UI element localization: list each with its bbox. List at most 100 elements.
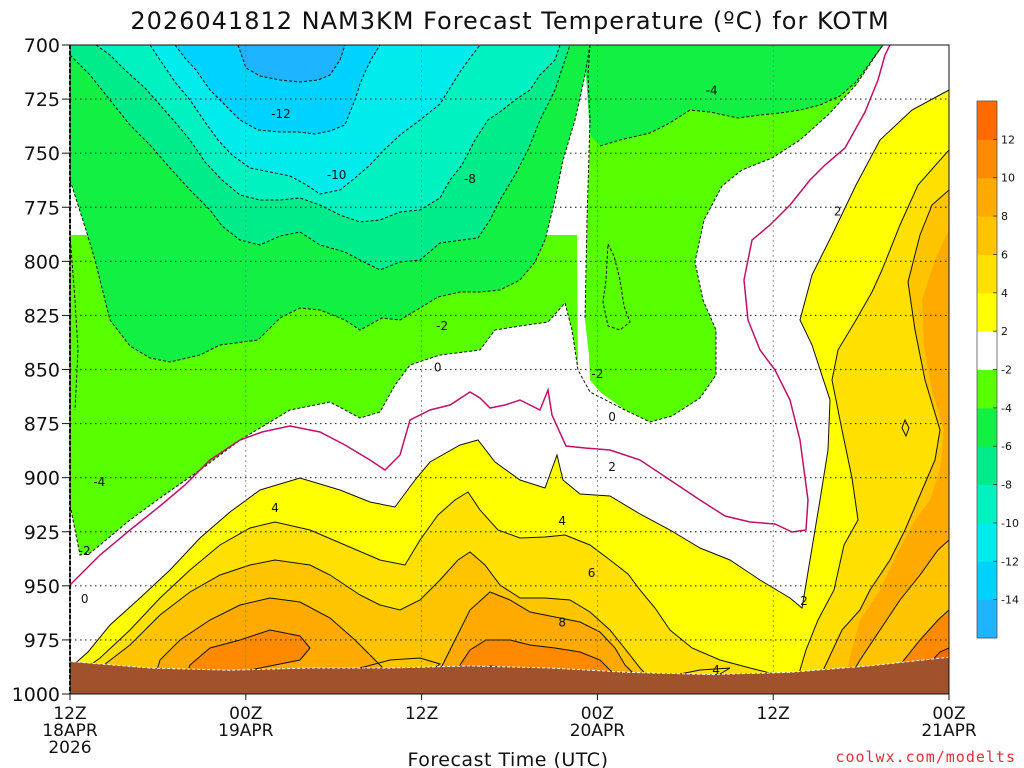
contour-minus2-west [70,234,79,411]
contour-10-mid [449,639,621,694]
contour-6 [70,551,661,694]
contour-0 [70,45,891,586]
colorbar-segment [977,522,997,562]
colorbar-label: 6 [1001,248,1008,261]
contour-minus4 [70,45,591,363]
terrain-surface [70,656,949,694]
x-tick-label: 00Z [581,704,614,724]
negative-contours [70,45,884,556]
colorbar-label: -4 [1001,402,1012,415]
contour-6-east [811,189,949,694]
contour-label: 2 [834,205,842,219]
contour-minus2-north [584,45,591,321]
y-tick-label: 775 [24,197,60,219]
colorbar-label: -2 [1001,364,1012,377]
contour-8-east [839,539,949,694]
colorbar-segment [977,446,997,486]
y-tick-label: 925 [24,522,60,544]
y-tick-label: 875 [24,414,60,436]
colorbar-segment [977,484,997,524]
x-tick-label: 12Z [53,704,86,724]
band-minus4-minus2 [70,45,883,555]
x-tick-label: 00Z [932,704,965,724]
colorbar-segment [977,216,997,255]
contour-label: -2 [591,367,603,381]
x-axis-label: Forecast Time (UTC) [408,749,609,768]
colorbar-segment [977,101,997,140]
y-tick-label: 700 [24,35,60,57]
contour-label: 4 [712,663,720,677]
x-tick-label: 20APR [570,721,626,741]
contour-label: -8 [464,172,476,186]
contour-minus2-island [602,242,631,331]
plot-area [70,45,949,694]
contour-4 [70,149,949,681]
y-tick-label: 825 [24,305,60,327]
contour-minus6 [70,45,571,271]
y-tick-label: 800 [24,251,60,273]
contour-labels: -12 -10 -8 -4 -2 -2 -4 -2 0 0 0 2 2 2 4 4 6 8 4 [79,83,842,677]
x-tick-label: 2026 [48,738,91,758]
zero-contour [70,45,891,586]
colorbar-label: -6 [1001,440,1012,453]
colorbar-label: -8 [1001,479,1012,492]
colorbar-label: 10 [1001,172,1015,185]
contour-minus2 [70,45,884,556]
y-tick-label: 950 [24,576,60,598]
contour-label: -2 [436,319,448,333]
contour-label: -2 [79,544,91,558]
colorbar-label: -12 [1001,555,1019,568]
x-tick-label: 12Z [405,704,438,724]
colorbar-segment [977,292,997,332]
band-10-12 [180,610,949,694]
contour-label: 2 [800,594,808,608]
band-4-6 [70,150,949,694]
gridlines [70,45,949,694]
colorbar-segment [977,254,997,294]
contour-8-blob [901,418,910,438]
colorbar: -14 -12 -10 -8 -6 -4 -2 2 4 6 8 10 12 [976,100,1019,639]
contour-label: -4 [706,83,718,97]
contour-label: -12 [271,107,291,121]
chart-title: 2026041812 NAM3KM Forecast Temperature (… [130,7,889,35]
contour-10 [179,629,311,694]
contour-label: 4 [558,514,566,528]
contour-label: 2 [608,460,616,474]
y-axis: 700 725 750 775 800 825 850 875 900 925 950 975 1000 [12,35,70,706]
y-tick-label: 725 [24,89,60,111]
colorbar-label: 2 [1001,325,1008,338]
band-below-minus14 [238,45,345,82]
contour-label: 6 [588,566,596,580]
colorbar-label: 12 [1001,133,1015,146]
x-tick-label: 18APR [42,721,98,741]
contour-minus8 [95,45,561,223]
y-tick-label: 850 [24,360,60,382]
contour-8-mid [429,591,651,694]
contour-2 [70,89,949,669]
colorbar-label: -14 [1001,594,1019,607]
colorbar-segment [977,407,997,447]
contour-minus4-east [599,45,884,147]
y-tick-label: 750 [24,143,60,165]
colorbar-segment [977,369,997,409]
contour-label: 0 [81,592,89,606]
contour-label: -10 [327,168,347,182]
contour-label: -4 [93,475,105,489]
colorbar-segment [977,331,997,370]
colorbar-label: 4 [1001,287,1008,300]
colorbar-label: 8 [1001,210,1008,223]
colorbar-segment [977,139,997,179]
y-tick-label: 1000 [12,684,60,706]
colorbar-label: -10 [1001,517,1019,530]
x-tick-label: 19APR [218,721,274,741]
contour-minus10 [149,45,481,195]
colorbar-segment [977,561,997,601]
contour-minus14 [237,45,346,83]
credit-link[interactable]: coolwx.com/modelts [835,748,1016,766]
contour-label: 4 [271,501,279,515]
x-tick-label: 21APR [921,721,977,741]
y-tick-label: 900 [24,468,60,490]
band-6-8 [70,190,949,694]
contour-label: 0 [608,410,616,424]
